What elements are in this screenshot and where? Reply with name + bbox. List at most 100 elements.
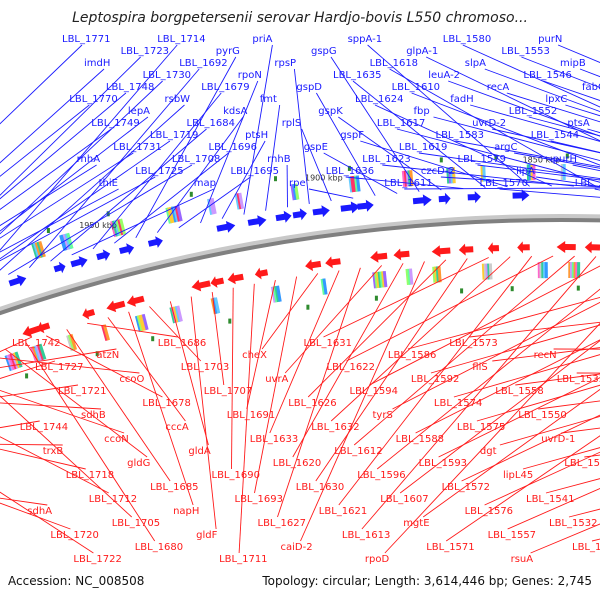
forward-gene-label: LBL_1723	[121, 46, 169, 57]
reverse-gene-leader	[0, 491, 94, 554]
forward-gene-arrow	[216, 221, 236, 233]
reverse-gene-label: rsuA	[511, 554, 534, 565]
forward-gene-label: LBL_1580	[443, 34, 491, 45]
forward-gene-leader	[0, 128, 112, 211]
forward-gene-label: fabG	[582, 82, 600, 93]
reverse-gene-label: LBL_1632	[311, 422, 359, 433]
scale-label: 1850 kbp	[523, 155, 561, 164]
forward-gene-leader	[92, 92, 222, 250]
forward-gene-arrow	[147, 236, 163, 248]
reverse-gene-leader	[438, 377, 600, 458]
reverse-gene-arrow	[458, 243, 474, 256]
forward-gene-label: LBL_1696	[209, 142, 257, 153]
reverse-gene-leader	[315, 258, 468, 482]
reverse-gene-arrow	[37, 321, 51, 334]
reverse-gene-label: LBL_1627	[258, 518, 306, 529]
reverse-gene-leader	[284, 265, 383, 374]
forward-gene-label: lepA	[128, 106, 150, 117]
reverse-gene-leader	[353, 255, 575, 446]
reverse-gene-leader	[25, 342, 156, 542]
forward-gene-label: rsbW	[165, 94, 191, 105]
reverse-gene-label: tyrS	[373, 410, 393, 421]
forward-gene-leader	[178, 176, 251, 229]
reverse-gene-leader	[330, 256, 511, 422]
forward-gene-arrow	[412, 194, 432, 207]
reverse-gene-label: LBL_1588	[396, 434, 444, 445]
forward-gene-leader	[0, 176, 156, 262]
forward-gene-leader	[411, 92, 600, 166]
reverse-gene-label: LBL_1631	[304, 338, 352, 349]
reverse-gene-label: LBL_1703	[181, 362, 229, 373]
reverse-gene-label: LBL_1576	[465, 506, 513, 517]
reverse-gene-label: LBL_1575	[457, 422, 505, 433]
forward-gene-leader	[0, 44, 178, 251]
forward-gene-leader	[323, 152, 398, 194]
reverse-gene-label: LBL_1630	[296, 482, 344, 493]
reverse-gene-label: LBL_1533	[557, 374, 600, 385]
reverse-gene-leader	[261, 273, 319, 350]
forward-gene-leader	[352, 80, 486, 188]
scale-label: 1950 kbp	[79, 221, 117, 230]
reverse-gene-leader	[338, 255, 533, 506]
forward-gene-label: imdH	[84, 58, 110, 69]
reverse-gene-label: LBL_1593	[419, 458, 467, 469]
rna-feature-mark	[274, 176, 277, 182]
reverse-gene-label: LBL_1572	[442, 482, 490, 493]
reverse-gene-label: LBL_1622	[327, 362, 375, 373]
reverse-gene-label: LBL_1571	[426, 542, 474, 553]
reverse-gene-label: uvrA	[265, 374, 288, 385]
reverse-gene-label: LBL_1574	[434, 398, 482, 409]
forward-gene-label: LBL_1570	[480, 178, 528, 189]
forward-gene-label: gspF	[340, 130, 364, 141]
reverse-gene-leader	[369, 265, 600, 386]
reverse-gene-label: LBL_1707	[204, 386, 252, 397]
forward-gene-leader	[156, 116, 244, 233]
forward-gene-label: slpA	[465, 58, 486, 69]
forward-gene-leader	[71, 188, 214, 256]
reverse-gene-leader	[87, 322, 178, 338]
forward-gene-leader	[0, 80, 163, 235]
forward-gene-label: LBL_1684	[187, 118, 235, 129]
forward-gene-leader	[114, 152, 229, 244]
forward-gene-leader	[135, 56, 237, 239]
forward-gene-leader	[587, 128, 600, 134]
reverse-gene-leader	[0, 502, 71, 530]
cog-color-block	[451, 167, 456, 184]
forward-gene-leader	[389, 68, 597, 187]
forward-gene-leader	[0, 44, 83, 125]
forward-gene-label: LBL_1679	[201, 82, 249, 93]
forward-gene-arrow	[292, 208, 307, 221]
reverse-gene-label: dgt	[480, 446, 497, 457]
forward-gene-label: priA	[252, 34, 272, 45]
reverse-gene-leader	[246, 280, 276, 410]
reverse-gene-leader	[231, 287, 234, 470]
reverse-gene-arrow	[126, 295, 145, 307]
forward-gene-leader	[382, 164, 574, 187]
reverse-gene-leader	[430, 324, 600, 374]
reverse-gene-arrow	[584, 241, 600, 254]
forward-gene-leader	[243, 44, 273, 215]
forward-gene-leader	[440, 176, 600, 188]
reverse-gene-arrow	[82, 308, 96, 320]
reverse-gene-label: LBL_1534	[564, 458, 600, 469]
rna-feature-mark	[151, 336, 155, 342]
forward-gene-leader	[470, 104, 600, 142]
reverse-gene-leader	[499, 415, 600, 446]
reverse-gene-label: fliS	[472, 362, 487, 373]
reverse-gene-leader	[492, 347, 600, 362]
forward-gene-label: LBL_1635	[333, 70, 381, 81]
reverse-gene-leader	[0, 395, 133, 518]
cog-color-block	[355, 175, 361, 192]
forward-gene-leader	[367, 44, 530, 187]
reverse-gene-label: LBL_1541	[526, 494, 574, 505]
rna-feature-mark	[374, 295, 378, 301]
rna-feature-mark	[228, 318, 232, 324]
reverse-gene-label: lipL45	[503, 470, 533, 481]
reverse-gene-leader	[469, 321, 600, 338]
forward-gene-leader	[448, 80, 600, 137]
reverse-gene-leader	[0, 497, 48, 506]
forward-gene-label: gspK	[318, 106, 343, 117]
forward-gene-label: ptsA	[567, 118, 589, 129]
forward-gene-label: glpA-1	[406, 46, 438, 57]
reverse-gene-leader	[107, 317, 186, 422]
